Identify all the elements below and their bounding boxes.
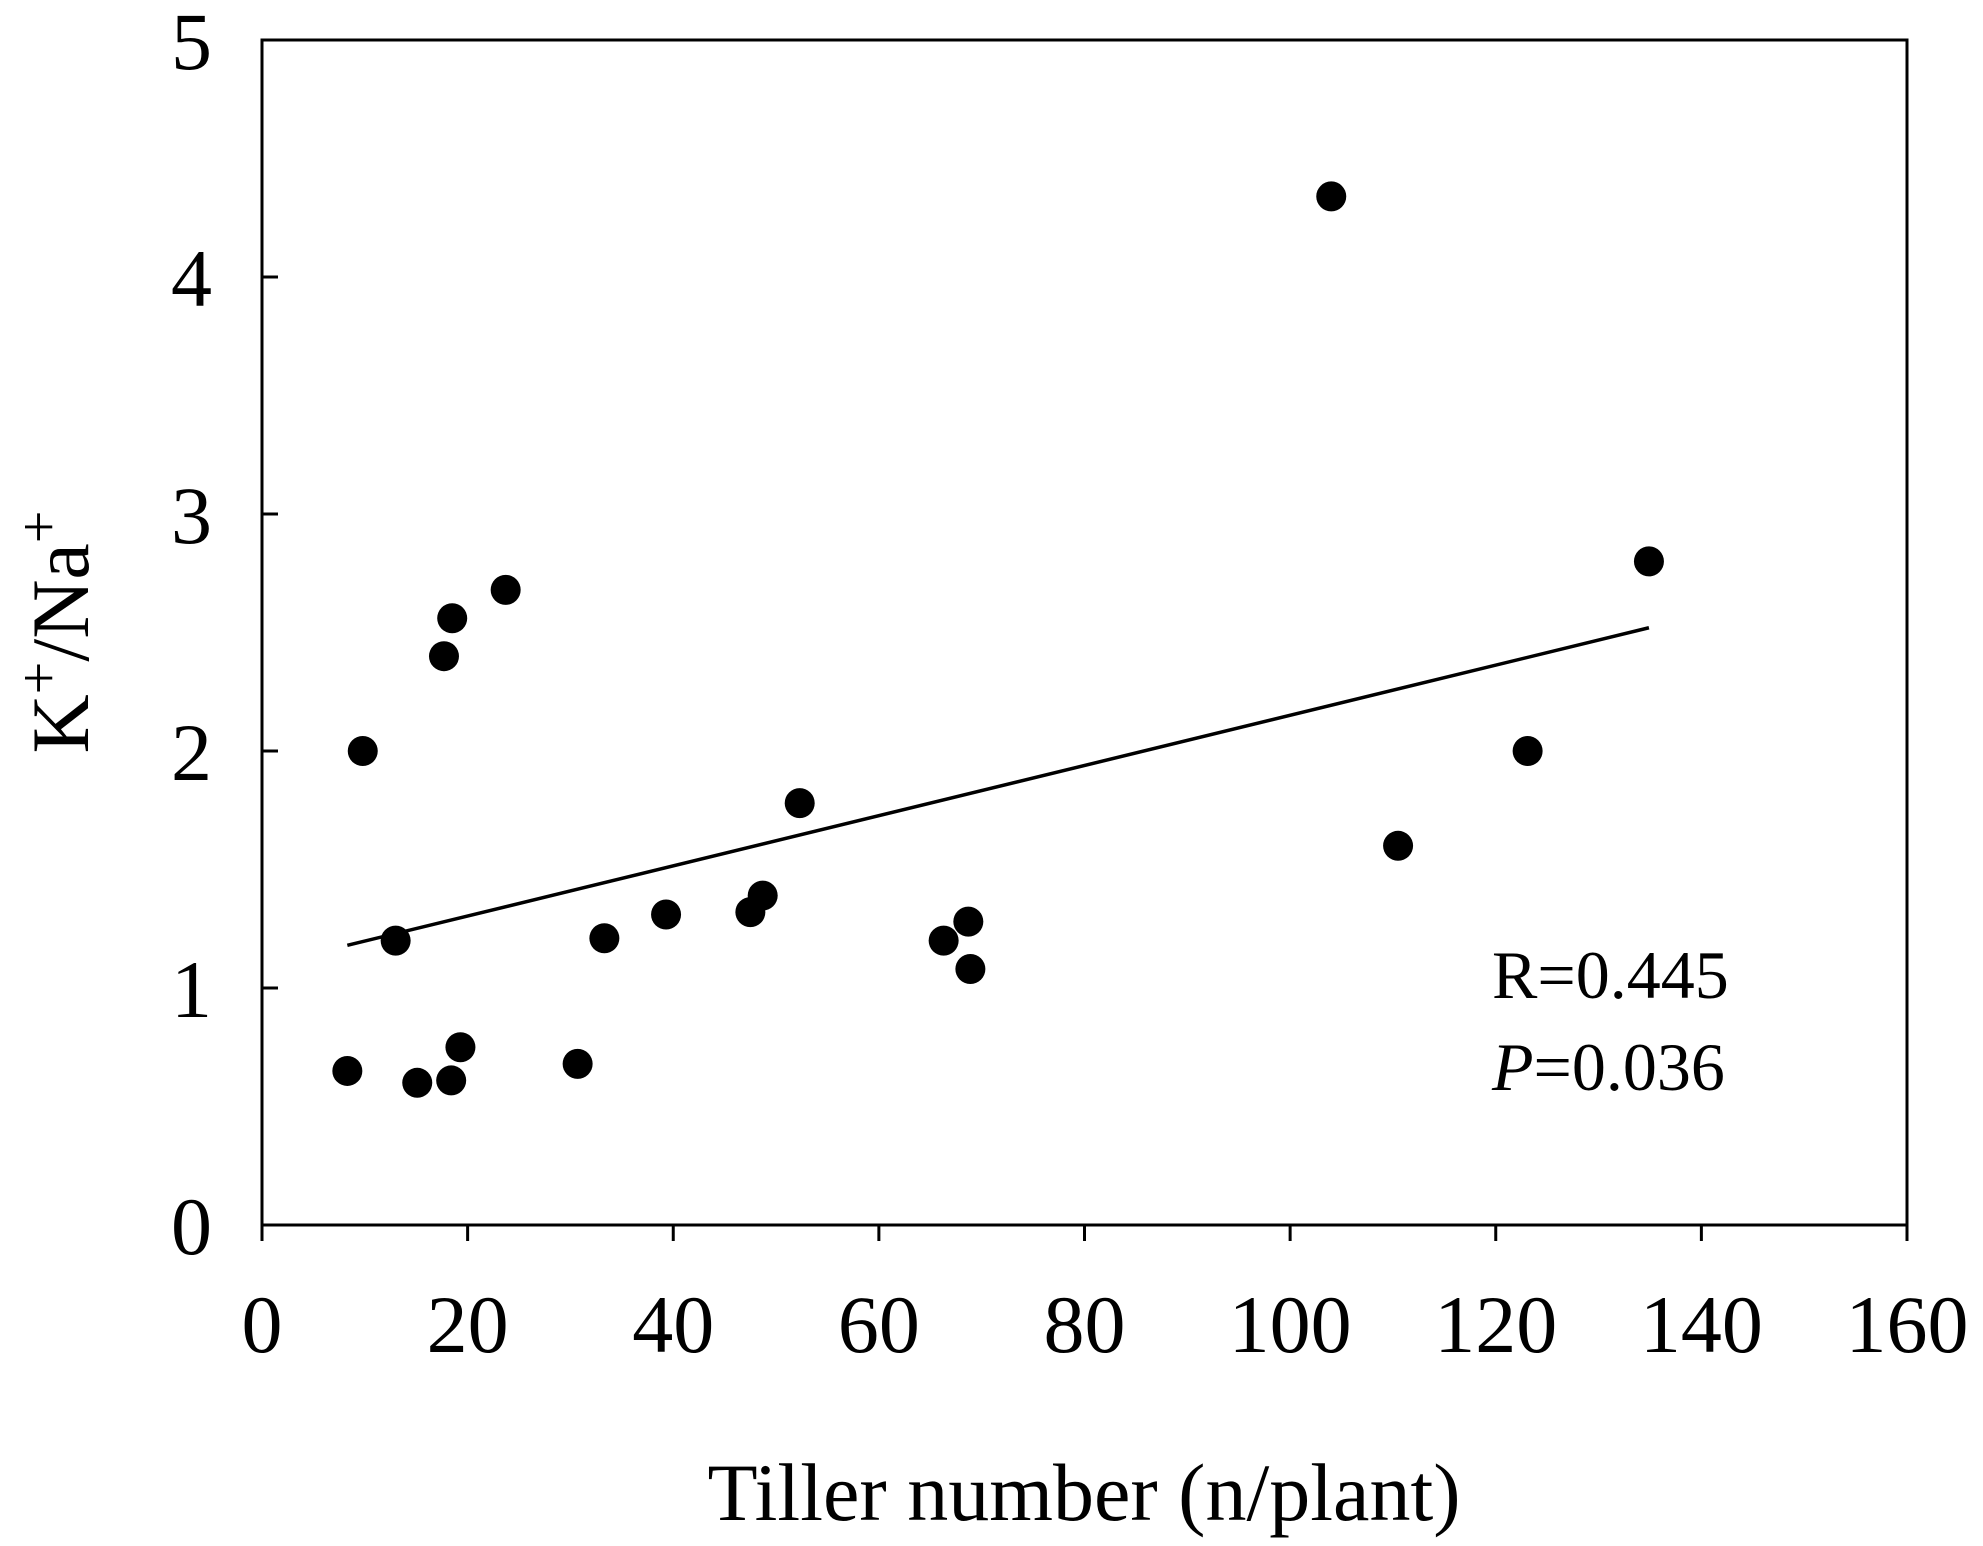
p-value-number: =0.036 <box>1534 1029 1725 1105</box>
data-point <box>953 906 984 937</box>
y-tick-label: 2 <box>171 707 212 798</box>
regression-line <box>346 626 1650 948</box>
data-point <box>747 880 778 911</box>
data-point <box>380 925 411 956</box>
y-axis-title-sup1: + <box>6 662 71 695</box>
x-axis-ticks: 0 20 40 60 80 100 120 140 160 <box>242 1225 1969 1370</box>
data-point <box>490 574 521 605</box>
data-point <box>428 641 459 672</box>
y-axis-title-k: K <box>15 694 106 753</box>
x-tick-label: 80 <box>1044 1279 1126 1370</box>
y-axis-title: K+/Na+ <box>6 510 106 753</box>
data-point <box>784 788 815 819</box>
data-point <box>955 954 986 985</box>
data-point <box>402 1067 433 1098</box>
data-point <box>332 1055 363 1086</box>
x-tick-label: 40 <box>632 1279 714 1370</box>
x-tick-label: 140 <box>1640 1279 1763 1370</box>
data-point <box>562 1048 593 1079</box>
y-axis-title-sup2: + <box>6 510 71 543</box>
data-point <box>589 923 620 954</box>
x-tick-label: 60 <box>838 1279 920 1370</box>
x-tick-label: 100 <box>1229 1279 1352 1370</box>
y-axis-title-na: /Na <box>15 543 106 661</box>
data-point <box>347 736 378 766</box>
data-points <box>332 181 1664 1098</box>
data-point <box>1512 736 1543 766</box>
y-tick-label: 1 <box>171 944 212 1035</box>
x-tick-label: 0 <box>242 1279 283 1370</box>
data-point <box>436 1065 467 1096</box>
data-point <box>1316 181 1347 212</box>
p-value-annotation: P=0.036 <box>1491 1029 1725 1105</box>
y-tick-label: 0 <box>171 1181 212 1272</box>
y-tick-label: 4 <box>171 233 212 324</box>
data-point <box>1383 830 1414 861</box>
data-point <box>437 603 468 634</box>
data-point <box>1633 546 1664 577</box>
data-point <box>651 899 682 930</box>
x-tick-label: 20 <box>427 1279 509 1370</box>
data-point <box>928 925 959 956</box>
x-tick-label: 160 <box>1846 1279 1969 1370</box>
data-point <box>445 1032 476 1063</box>
y-tick-label: 3 <box>171 470 212 561</box>
r-value-annotation: R=0.445 <box>1492 937 1729 1013</box>
x-tick-label: 120 <box>1434 1279 1557 1370</box>
p-value-label: P <box>1491 1029 1534 1105</box>
x-axis-title: Tiller number (n/plant) <box>707 1447 1460 1538</box>
y-axis-ticks: 0 1 2 3 4 5 <box>171 0 278 1272</box>
y-tick-label: 5 <box>171 0 212 87</box>
